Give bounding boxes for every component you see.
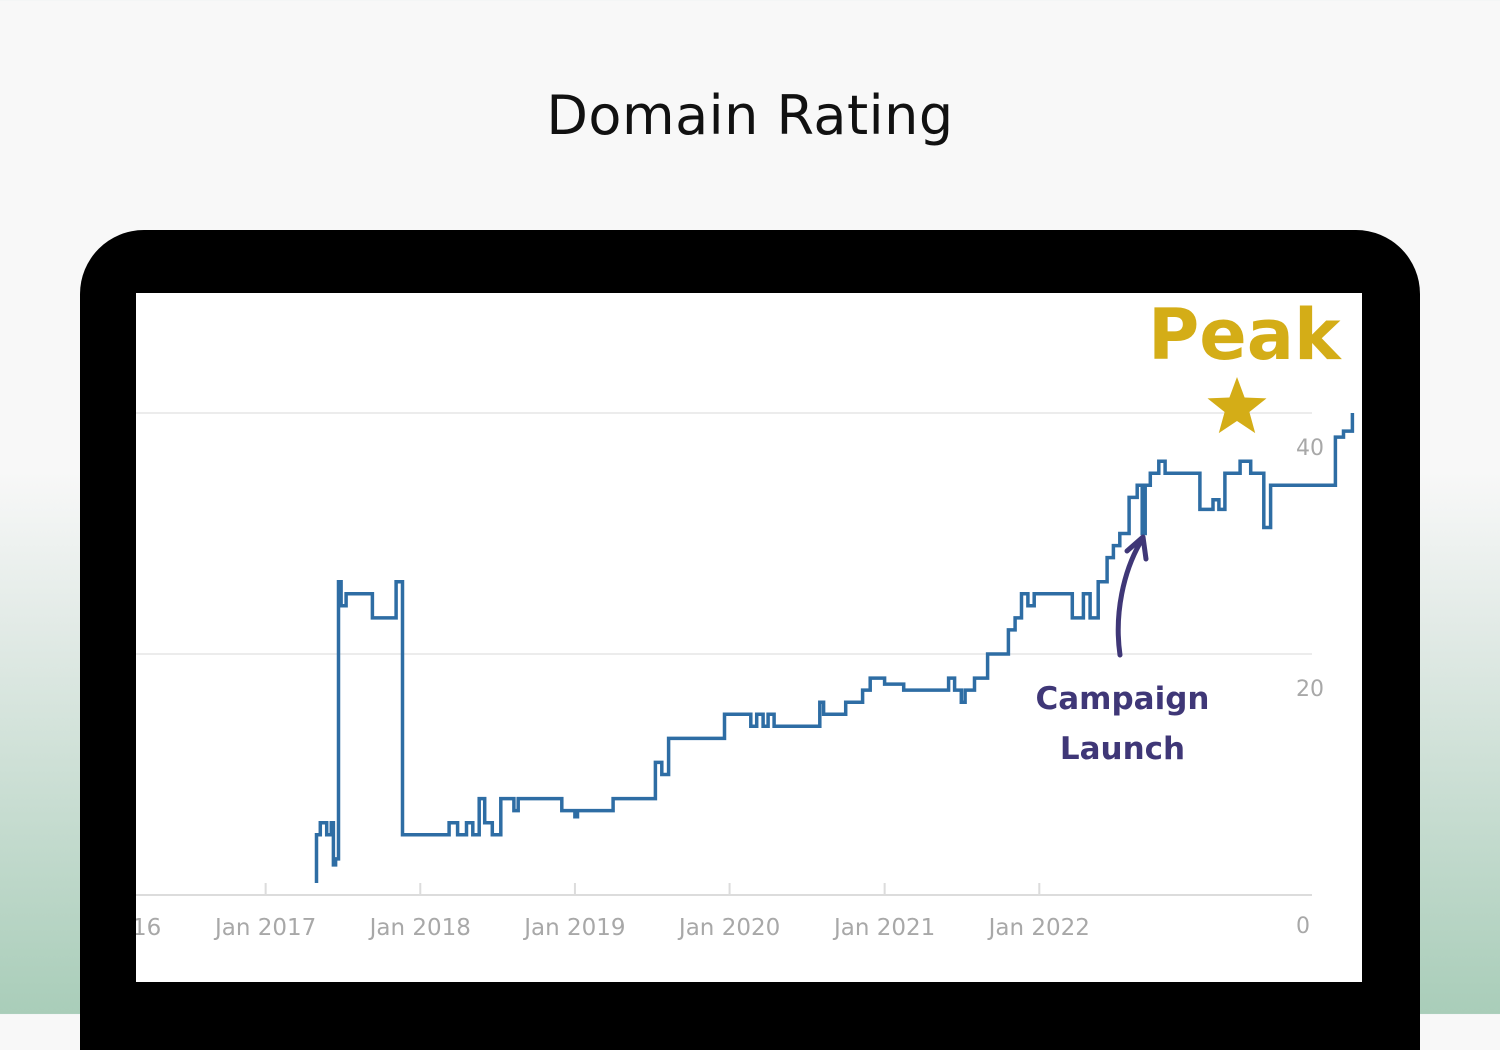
x-tick-label: Jan 2019 <box>522 915 625 941</box>
laptop-screen: 16 Jan 2017 Jan 2018 Jan 2019 Jan 2020 Jan 20… <box>136 293 1362 982</box>
arrow-head-icon <box>1124 534 1149 562</box>
y-axis-labels: 40 20 0 <box>1296 436 1324 939</box>
x-tick-label: Jan 2017 <box>213 915 316 941</box>
y-tick-label: 20 <box>1296 677 1324 702</box>
x-tick-label: Jan 2018 <box>368 915 471 941</box>
y-tick-label: 0 <box>1296 914 1310 939</box>
domain-rating-chart: 16 Jan 2017 Jan 2018 Jan 2019 Jan 2020 Jan 20… <box>136 377 1355 941</box>
x-tick-label: 16 <box>136 915 161 941</box>
campaign-launch-annotation: Campaign Launch <box>1020 674 1225 774</box>
chart-annotations <box>1115 377 1267 658</box>
y-tick-label: 40 <box>1296 436 1324 461</box>
series-line <box>314 413 1355 883</box>
peak-annotation-label: Peak <box>1148 294 1341 376</box>
x-tick-label: Jan 2021 <box>832 915 935 941</box>
x-axis-ticks <box>264 883 1041 895</box>
page-title: Domain Rating <box>546 84 954 147</box>
star-icon <box>1207 377 1267 434</box>
chart-series <box>314 413 1355 883</box>
campaign-label-line-1: Campaign <box>1035 681 1210 717</box>
curved-arrow-icon <box>1115 540 1143 658</box>
chart-gridlines <box>136 412 1312 896</box>
campaign-label-line-2: Launch <box>1059 731 1186 767</box>
x-tick-label: Jan 2022 <box>987 915 1090 941</box>
x-tick-label: Jan 2020 <box>677 915 780 941</box>
x-axis-labels: 16 Jan 2017 Jan 2018 Jan 2019 Jan 2020 Jan 20… <box>136 915 1090 941</box>
